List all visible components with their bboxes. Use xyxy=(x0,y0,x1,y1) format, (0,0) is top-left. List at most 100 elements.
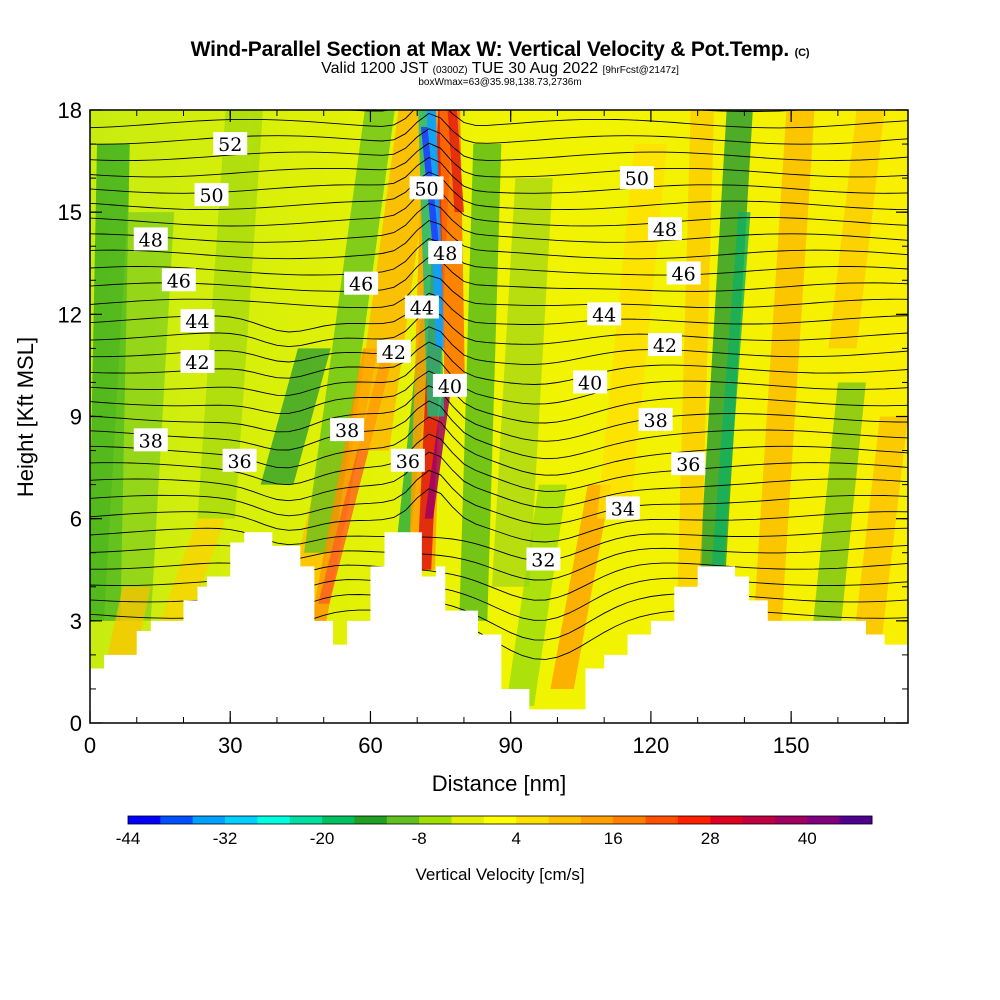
contour-label-box xyxy=(344,271,379,295)
theta-contour-line xyxy=(90,220,908,260)
contour-label-text: 48 xyxy=(433,243,457,265)
colorbar-frame xyxy=(127,815,873,825)
copyright-mark: (C) xyxy=(794,47,810,59)
contour-label-box xyxy=(605,496,640,520)
contour-label-text: 40 xyxy=(578,372,602,394)
velocity-band xyxy=(459,144,502,621)
contour-label-box xyxy=(376,339,411,363)
y-tick-label: 12 xyxy=(58,302,82,327)
theta-contour-line xyxy=(90,274,908,309)
contour-label: 46 xyxy=(344,271,379,296)
colorbar-swatch xyxy=(548,816,582,824)
contour-label-box xyxy=(587,302,622,326)
contour-label: 50 xyxy=(194,183,229,207)
velocity-band xyxy=(506,484,567,706)
valid-date: TUE 30 Aug 2022 xyxy=(471,60,599,77)
contour-label-box xyxy=(619,166,654,190)
contour-label-text: 46 xyxy=(349,274,373,296)
contour-label-text: 52 xyxy=(218,134,242,156)
contour-label: 32 xyxy=(526,547,561,572)
contour-label-text: 50 xyxy=(199,185,223,207)
contour-label-box xyxy=(194,183,229,207)
colorbar-swatch xyxy=(516,816,550,824)
contour-label-box xyxy=(409,176,444,200)
contour-label: 46 xyxy=(161,268,196,292)
velocity-band xyxy=(447,110,464,213)
contour-label: 38 xyxy=(638,407,673,432)
colorbar-tick-label: 28 xyxy=(701,829,720,848)
velocity-band xyxy=(809,382,866,655)
contour-label-text: 44 xyxy=(592,304,616,326)
theta-contour-line xyxy=(90,142,908,178)
theta-contour-line xyxy=(90,186,908,227)
colorbar-swatch xyxy=(257,816,291,824)
theta-contour-line xyxy=(90,341,908,385)
contour-label-box xyxy=(428,241,463,265)
theta-contour-line xyxy=(90,385,908,442)
contour-label-text: 34 xyxy=(611,498,635,520)
colorbar-swatch xyxy=(160,816,194,824)
contour-label: 36 xyxy=(671,452,706,476)
contour-label-text: 48 xyxy=(653,219,677,241)
theta-contour-line xyxy=(90,469,908,525)
contour-label-text: 32 xyxy=(531,550,555,572)
colorbar-swatch xyxy=(322,816,355,824)
colorbar-swatch xyxy=(839,816,873,824)
velocity-band xyxy=(104,212,175,621)
contour-label-box xyxy=(180,350,215,374)
velocity-band xyxy=(753,110,815,621)
contour-label: 34 xyxy=(605,496,640,520)
colorbar-swatch xyxy=(386,816,420,824)
contour-label-box xyxy=(133,227,168,251)
contour-label-box xyxy=(161,268,196,292)
y-tick-label: 3 xyxy=(70,609,82,634)
contour-label-text: 38 xyxy=(643,410,667,432)
x-tick-label: 90 xyxy=(498,733,522,758)
contour-label: 50 xyxy=(409,176,444,200)
contour-label-text: 36 xyxy=(396,451,420,473)
theta-contour-line xyxy=(90,128,908,162)
contour-label-text: 46 xyxy=(672,263,696,285)
velocity-band xyxy=(828,110,885,349)
velocity-band xyxy=(851,416,908,655)
contour-label-box xyxy=(638,407,673,431)
contour-label: 52 xyxy=(213,132,248,156)
y-tick-label: 6 xyxy=(70,507,82,532)
contour-label: 42 xyxy=(376,339,411,364)
theta-contour-line xyxy=(90,370,908,424)
colorbar-tick-label: -20 xyxy=(310,829,335,848)
theta-contour-line xyxy=(90,451,908,509)
colorbar-tick-label: 16 xyxy=(604,829,623,848)
contour-label: 50 xyxy=(619,166,654,190)
x-tick-label: 0 xyxy=(84,733,96,758)
theta-contour-line xyxy=(90,309,908,348)
contour-label: 48 xyxy=(647,217,682,241)
contour-label-text: 48 xyxy=(139,229,163,251)
velocity-band xyxy=(550,484,612,689)
x-tick-label: 120 xyxy=(633,733,670,758)
x-tick-label: 150 xyxy=(773,733,810,758)
contour-label-text: 42 xyxy=(382,342,406,364)
contour-label-text: 40 xyxy=(438,376,462,398)
forecast-info: [9hrFcst@2147z] xyxy=(602,65,679,76)
contour-label-box xyxy=(133,428,168,452)
colorbar-swatch xyxy=(807,816,841,824)
velocity-band xyxy=(304,110,395,553)
velocity-band xyxy=(424,382,452,519)
colorbar-swatch xyxy=(192,816,226,824)
x-tick-label: 60 xyxy=(358,733,382,758)
contour-label-text: 46 xyxy=(167,270,191,292)
contour-label-text: 50 xyxy=(625,168,649,190)
theta-contour-line xyxy=(90,544,908,581)
contour-label-box xyxy=(526,547,561,571)
valid-utc: (0300Z) xyxy=(432,65,468,76)
colorbar-tick-label: -44 xyxy=(116,829,141,848)
theta-contour-line xyxy=(90,562,908,601)
theta-contour-line xyxy=(90,488,908,543)
theta-contour-line xyxy=(90,292,908,333)
colorbar-swatch xyxy=(128,816,161,824)
colorbar-tick-label: -8 xyxy=(412,829,427,848)
colorbar-swatch xyxy=(289,816,323,824)
velocity-band xyxy=(104,586,151,672)
